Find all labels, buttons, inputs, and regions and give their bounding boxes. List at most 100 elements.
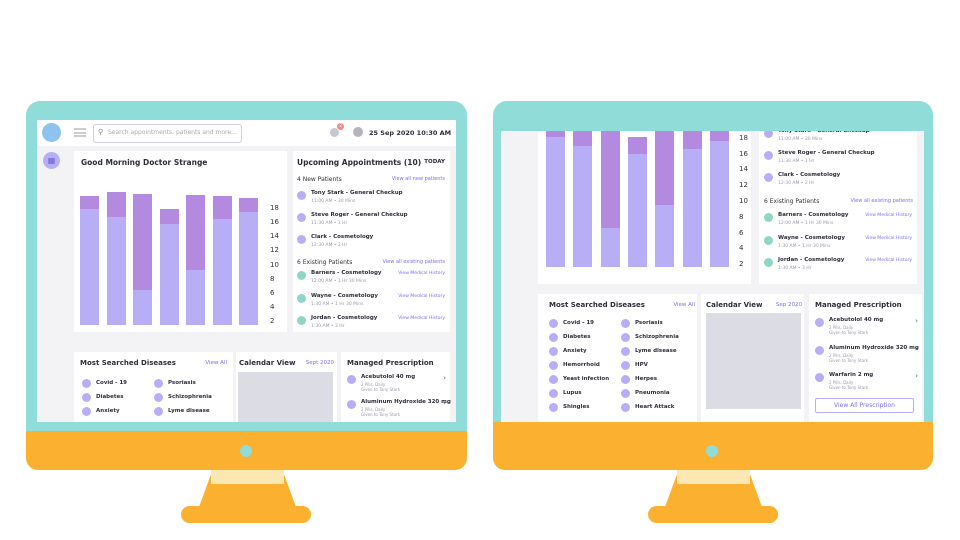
search-input[interactable]: ⚲ Search appointments, patients and more… [93, 124, 242, 143]
chart-bar [186, 195, 205, 325]
disease-item[interactable]: Yeast infection [563, 376, 610, 382]
patient-name[interactable]: Jordan - Cosmetology [311, 315, 378, 321]
prescription-given-to: Given to Tony Stark [829, 357, 869, 363]
disease-item[interactable]: Schizophrenia [635, 334, 679, 340]
patient-name[interactable]: Barners - Cosmetology [311, 270, 382, 276]
disease-item[interactable]: HPV [635, 362, 648, 368]
disease-item[interactable]: Lyme disease [635, 348, 677, 354]
disease-item[interactable]: Hemorrhoid [563, 362, 600, 368]
disease-item[interactable]: Shingles [563, 404, 590, 410]
disease-item[interactable]: Lyme disease [168, 408, 210, 414]
patient-name[interactable]: Steve Roger - General Checkup [778, 150, 875, 156]
camera-dot [240, 445, 252, 457]
view-medical-history-link[interactable]: View Medical History [398, 271, 445, 276]
chart-bar [239, 198, 258, 325]
y-tick-label: 16 [739, 149, 748, 158]
monitor-base [181, 506, 311, 523]
view-all-new-link[interactable]: View all new patients [391, 176, 445, 182]
prescription-name[interactable]: Aluminum Hydroxide 320 mg [829, 344, 919, 351]
chart-card: 18 16 14 12 10 8 6 4 2 [538, 131, 751, 284]
prescription-title: Managed Prescription [347, 359, 434, 367]
prescription-name[interactable]: Aluminum Hydroxide 320 mg [361, 399, 451, 405]
prescription-dose: 2 Pills, Daily [361, 407, 386, 412]
patient-name[interactable]: Barners - Cosmetology [778, 212, 849, 218]
settings-icon[interactable] [353, 127, 363, 137]
view-medical-history-link[interactable]: View Medical History [865, 213, 912, 218]
patient-name[interactable]: Clark - Cosmetology [778, 172, 841, 178]
chart-bar [546, 131, 565, 267]
today-label[interactable]: TODAY [424, 159, 445, 165]
disease-dot [154, 407, 163, 416]
view-all-prescription-button[interactable]: View All Prescription [815, 398, 914, 413]
diseases-card: Most Searched Diseases View All Covid - … [538, 294, 697, 422]
sidebar-dashboard-icon[interactable]: ▦ [43, 152, 60, 169]
disease-dot [549, 389, 558, 398]
disease-dot [549, 319, 558, 328]
disease-item[interactable]: Diabetes [96, 394, 124, 400]
disease-item[interactable]: Diabetes [563, 334, 591, 340]
calendar-month[interactable]: Sep 2020 [775, 302, 802, 308]
logo-avatar[interactable] [42, 123, 61, 142]
patient-name[interactable]: Tony Stark - General Checkup [778, 131, 870, 134]
disease-item[interactable]: Anxiety [563, 348, 587, 354]
bell-icon[interactable] [330, 128, 339, 137]
disease-item[interactable]: Covid - 19 [563, 320, 594, 326]
prescription-name[interactable]: Warfarin 2 mg [829, 372, 874, 378]
chart-bar-upper [186, 195, 205, 270]
disease-dot [621, 361, 630, 370]
disease-item[interactable]: Pneumonia [635, 390, 670, 396]
chart-card: Good Morning Doctor Strange 18 16 14 12 10 8 6… [74, 151, 287, 332]
patient-name[interactable]: Jordan - Cosmetology [778, 257, 845, 263]
patient-name[interactable]: Clark - Cosmetology [311, 234, 374, 240]
disease-item[interactable]: Anxiety [96, 408, 120, 414]
patient-avatar [297, 191, 306, 200]
calendar-month[interactable]: Sept 2020 [305, 360, 334, 366]
disease-item[interactable]: Covid - 19 [96, 380, 127, 386]
prescription-card: Managed Prescription Acebutolol 40 mg 2 P… [809, 294, 922, 422]
view-medical-history-link[interactable]: View Medical History [865, 235, 912, 241]
patient-time: 11:00 AM • 30 Mins [778, 137, 823, 142]
disease-item[interactable]: Lupus [563, 390, 582, 396]
appointments-card: Upcoming Appointments (10) TODAY 4 New P… [293, 151, 450, 332]
diseases-view-all-link[interactable]: View All [205, 360, 227, 366]
disease-item[interactable]: Schizophrenia [168, 394, 212, 400]
chart-bar-upper [239, 198, 258, 213]
disease-item[interactable]: Herpes [635, 376, 657, 382]
chart-bar [106, 192, 126, 325]
patient-name[interactable]: Steve Roger - General Checkup [311, 212, 408, 218]
view-medical-history-link[interactable]: View Medical History [865, 258, 912, 263]
patient-avatar [764, 235, 773, 245]
patient-avatar [764, 173, 773, 182]
view-medical-history-link[interactable]: View Medical History [398, 293, 445, 299]
chevron-right-icon[interactable]: › [915, 317, 918, 325]
patient-avatar [297, 271, 306, 280]
patient-name[interactable]: Wayne - Cosmetology [311, 292, 378, 299]
chevron-right-icon[interactable]: › [915, 372, 918, 380]
y-tick-label: 2 [739, 260, 744, 269]
prescription-given-to: Given to Tony Stark [829, 330, 869, 335]
disease-item[interactable]: Psoriasis [168, 380, 196, 386]
prescription-name[interactable]: Acebutolol 40 mg [361, 374, 416, 380]
patient-name[interactable]: Wayne - Cosmetology [778, 234, 845, 241]
y-tick-label: 10 [739, 197, 748, 205]
disease-item[interactable]: Heart Attack [635, 404, 675, 410]
new-patients-label: 4 New Patients [297, 176, 342, 183]
view-all-existing-link[interactable]: View all existing patients [382, 259, 445, 265]
view-all-existing-link[interactable]: View all existing patients [850, 198, 913, 204]
disease-dot [621, 319, 630, 328]
pill-icon [815, 373, 824, 382]
y-tick-label: 6 [739, 228, 744, 237]
y-tick-label: 16 [270, 218, 279, 227]
chevron-right-icon[interactable]: › [443, 374, 446, 382]
menu-icon[interactable] [74, 128, 86, 137]
chart-bar [159, 208, 179, 325]
y-tick-label: 18 [739, 133, 748, 142]
diseases-view-all-link[interactable]: View All [673, 302, 695, 308]
chevron-right-icon[interactable]: › [443, 399, 446, 407]
patient-name[interactable]: Tony Stark - General Checkup [311, 190, 403, 196]
view-medical-history-link[interactable]: View Medical History [398, 316, 445, 321]
y-tick-label: 12 [270, 246, 279, 255]
disease-item[interactable]: Psoriasis [635, 320, 663, 326]
prescription-name[interactable]: Acebutolol 40 mg [829, 317, 884, 323]
chevron-right-icon[interactable]: › [915, 344, 918, 353]
